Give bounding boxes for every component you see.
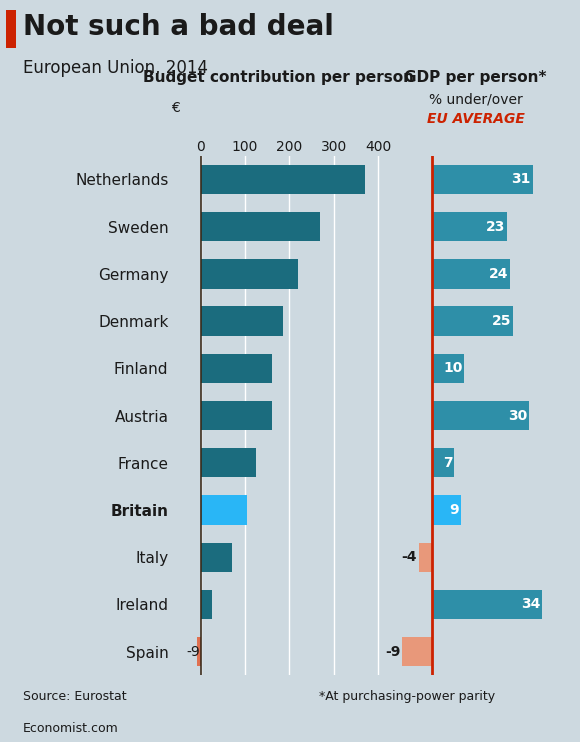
Text: 7: 7 [443, 456, 453, 470]
Bar [197, 637, 201, 666]
Bar [432, 306, 513, 335]
Bar [432, 496, 461, 525]
Text: Economist.com: Economist.com [23, 721, 119, 735]
Text: % under/over: % under/over [429, 92, 523, 106]
Bar [201, 496, 247, 525]
Text: GDP per person*: GDP per person* [404, 70, 547, 85]
Text: 9: 9 [450, 503, 459, 517]
Bar [432, 401, 530, 430]
Text: 34: 34 [521, 597, 541, 611]
Bar [432, 590, 542, 619]
Text: Source: Eurostat: Source: Eurostat [23, 690, 127, 703]
Text: -4: -4 [401, 550, 417, 564]
Bar [403, 637, 432, 666]
Bar [432, 354, 464, 383]
Text: 30: 30 [509, 409, 528, 422]
Bar [201, 448, 256, 477]
Bar [432, 212, 506, 241]
Text: Budget contribution per person: Budget contribution per person [143, 70, 414, 85]
Bar [201, 590, 212, 619]
Text: €: € [171, 101, 180, 115]
Bar [432, 165, 532, 194]
Bar [419, 542, 432, 572]
Bar [201, 354, 271, 383]
Bar [201, 259, 298, 289]
Text: 24: 24 [489, 267, 508, 281]
Bar [432, 259, 510, 289]
Bar [201, 212, 321, 241]
Text: 10: 10 [443, 361, 463, 375]
Bar [201, 306, 283, 335]
Text: Not such a bad deal: Not such a bad deal [23, 13, 334, 42]
Bar [201, 165, 365, 194]
Text: EU AVERAGE: EU AVERAGE [427, 112, 524, 126]
Text: 31: 31 [512, 172, 531, 186]
Text: 23: 23 [485, 220, 505, 234]
Bar [201, 401, 271, 430]
Text: -9: -9 [186, 645, 200, 659]
Text: 25: 25 [492, 314, 512, 328]
Text: -9: -9 [385, 645, 401, 659]
Text: European Union, 2014: European Union, 2014 [23, 59, 208, 77]
Text: *At purchasing-power parity: *At purchasing-power parity [319, 690, 495, 703]
Bar [432, 448, 455, 477]
Bar [201, 542, 231, 572]
